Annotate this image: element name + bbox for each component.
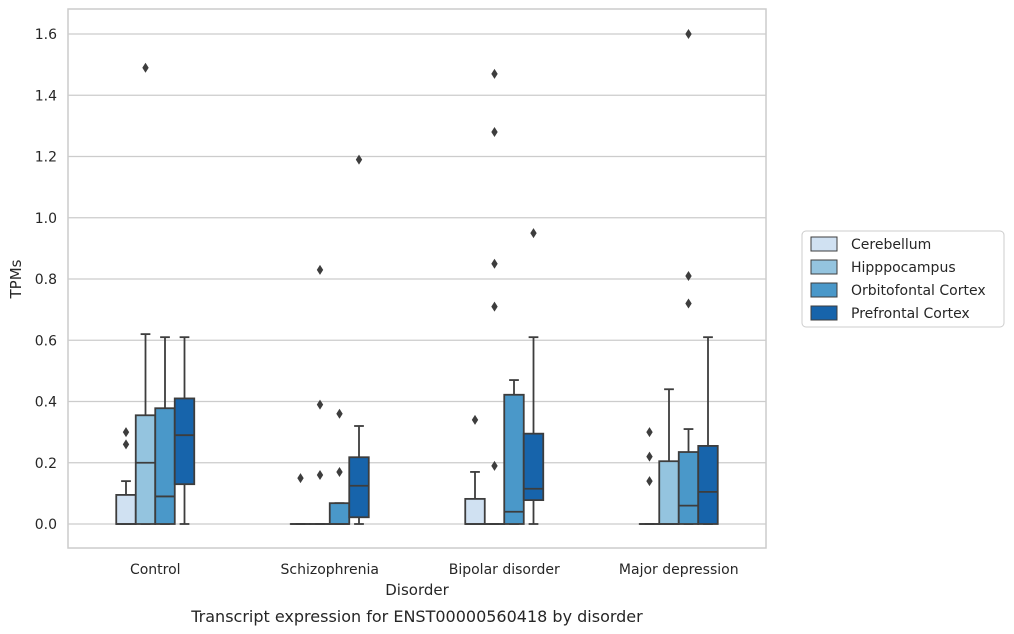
- box-body: [697, 445, 719, 525]
- box: [289, 473, 312, 525]
- box-body: [503, 393, 525, 525]
- box-body: [173, 397, 196, 486]
- legend-swatch: [810, 282, 838, 298]
- box: [328, 408, 351, 525]
- box: [464, 414, 486, 525]
- outlier-point: [491, 258, 498, 269]
- y-tick-label: 0.8: [35, 272, 57, 288]
- outlier-point: [297, 473, 304, 484]
- box: [677, 29, 700, 525]
- box-body: [522, 432, 545, 502]
- box: [522, 228, 545, 525]
- outlier-point: [491, 301, 498, 312]
- chart-caption: Transcript expression for ENST0000056041…: [190, 607, 643, 626]
- outlier-point: [685, 270, 692, 281]
- box-body: [658, 460, 680, 525]
- box-body: [154, 407, 176, 525]
- x-tick-label: Control: [130, 562, 181, 578]
- outlier-point: [491, 460, 498, 471]
- box-group: [638, 29, 719, 525]
- y-tick-label: 0.0: [35, 517, 57, 533]
- box: [173, 336, 196, 525]
- outlier-point: [336, 408, 343, 419]
- outlier-point: [316, 264, 324, 275]
- outlier-point: [530, 228, 537, 239]
- box-group: [115, 62, 196, 525]
- outlier-point: [646, 451, 653, 462]
- outlier-point: [355, 154, 363, 165]
- legend-swatch: [810, 236, 838, 252]
- legend-label: Prefrontal Cortex: [851, 306, 970, 322]
- legend-label: Cerebellum: [851, 237, 931, 253]
- box: [658, 388, 680, 525]
- plot-frame: [67, 8, 767, 549]
- legend-label: Hipppocampus: [851, 260, 956, 276]
- legend-label: Orbitofontal Cortex: [851, 283, 986, 299]
- box-body: [115, 494, 137, 525]
- legend-swatch: [810, 305, 838, 321]
- box: [134, 62, 157, 525]
- box-body: [328, 502, 351, 525]
- box: [483, 68, 506, 525]
- outlier-point: [316, 470, 324, 480]
- box: [638, 427, 661, 525]
- box-body: [677, 451, 700, 525]
- legend: Cerebellum Hipppocampus Orbitofontal Corte…: [801, 230, 1005, 328]
- x-tick-label: Bipolar disorder: [449, 562, 560, 578]
- outlier-point: [491, 127, 498, 137]
- x-axis-label: Disorder: [385, 581, 449, 599]
- outlier-point: [316, 399, 324, 410]
- box-group: [464, 68, 545, 525]
- box-body: [348, 456, 370, 519]
- y-tick-label: 1.6: [35, 27, 57, 43]
- y-tick-label: 0.4: [35, 395, 57, 411]
- box: [154, 336, 176, 525]
- box-body: [134, 414, 157, 525]
- y-tick-labels: 0.0 0.2 0.4 0.6 0.8 1.0 1.2 1.4 1.6: [35, 27, 57, 533]
- box: [697, 336, 719, 525]
- box: [115, 427, 137, 525]
- legend-frame: [801, 230, 1005, 328]
- outlier-point: [646, 476, 653, 487]
- outlier-point: [685, 29, 692, 39]
- outlier-point: [491, 68, 498, 79]
- box: [503, 379, 525, 525]
- y-tick-label: 1.2: [35, 150, 57, 166]
- x-tick-label: Schizophrenia: [281, 562, 379, 578]
- outlier-point: [122, 427, 130, 438]
- legend-swatch: [810, 259, 838, 275]
- y-tick-label: 1.0: [35, 211, 57, 227]
- box-group: [289, 154, 370, 525]
- outlier-point: [685, 298, 692, 309]
- y-tick-label: 0.6: [35, 333, 57, 349]
- outlier-point: [646, 427, 653, 438]
- box: [348, 154, 370, 525]
- outlier-point: [336, 466, 343, 477]
- outlier-point: [122, 439, 130, 450]
- x-tick-label: Major depression: [619, 562, 739, 578]
- box: [309, 264, 331, 525]
- box-body: [464, 497, 486, 525]
- outlier-point: [471, 414, 479, 425]
- y-tick-label: 1.4: [35, 88, 57, 104]
- y-axis-label: TPMs: [7, 259, 25, 299]
- outlier-point: [142, 62, 149, 73]
- x-tick-labels: Control Schizophrenia Bipolar disorder Majo…: [130, 562, 739, 578]
- box-groups: [115, 29, 719, 525]
- y-tick-label: 0.2: [35, 456, 57, 472]
